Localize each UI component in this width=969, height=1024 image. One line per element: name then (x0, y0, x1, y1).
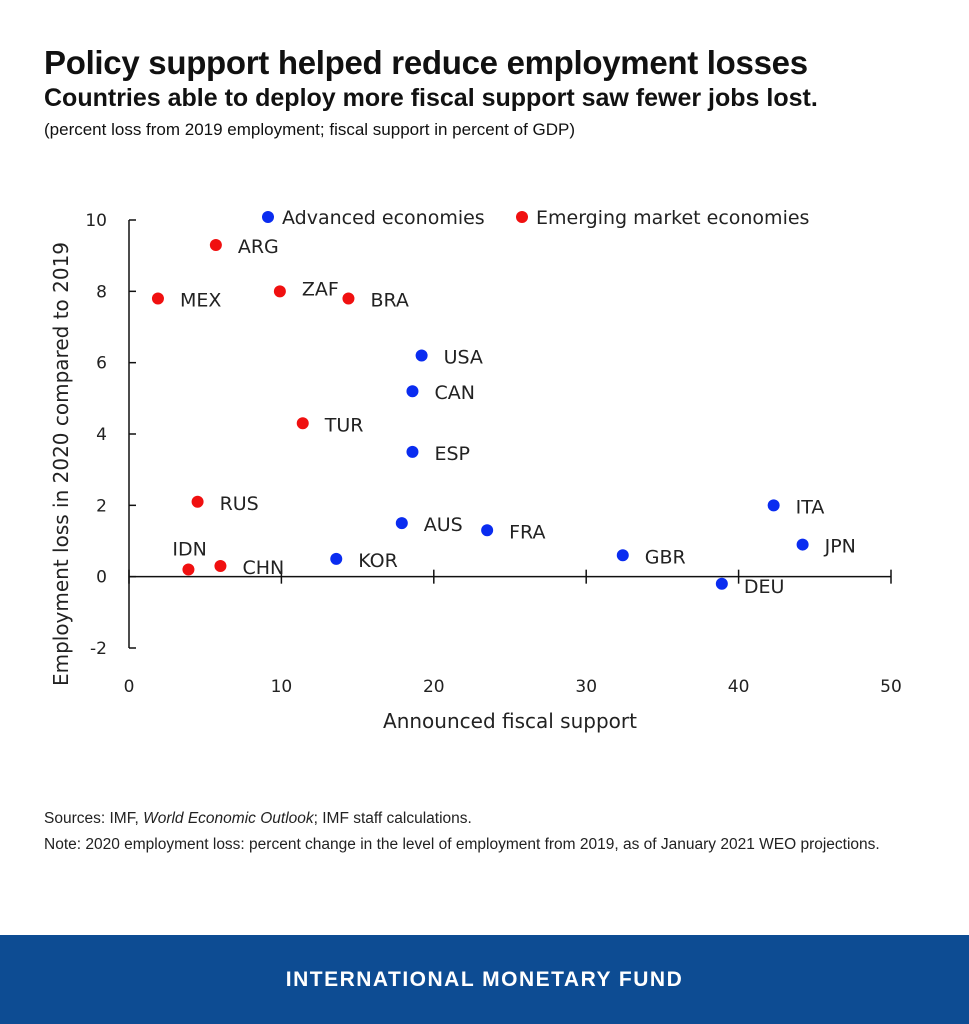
data-label-esp: ESP (434, 443, 470, 465)
data-label-fra: FRA (509, 521, 545, 543)
sources-note: Sources: IMF, World Economic Outlook; IM… (44, 810, 472, 827)
imf-footer-banner: INTERNATIONAL MONETARY FUND (0, 935, 969, 1024)
methodology-note: Note: 2020 employment loss: percent chan… (44, 836, 880, 853)
units-note: (percent loss from 2019 employment; fisc… (44, 120, 576, 139)
y-tick-label: 0 (96, 568, 107, 588)
legend-marker (262, 211, 274, 223)
data-point-tur (296, 417, 309, 430)
data-label-rus: RUS (220, 493, 259, 515)
data-label-deu: DEU (744, 576, 785, 598)
data-label-tur: TUR (324, 414, 364, 436)
data-point-kor (330, 552, 343, 565)
data-label-ita: ITA (796, 496, 825, 518)
data-label-aus: AUS (424, 514, 463, 536)
x-tick-label: 20 (423, 677, 445, 697)
x-tick-label: 10 (271, 677, 293, 697)
data-point-aus (395, 517, 408, 530)
data-label-zaf: ZAF (302, 278, 339, 300)
data-label-arg: ARG (238, 236, 279, 258)
data-label-jpn: JPN (824, 536, 856, 558)
y-tick-label: -2 (90, 639, 107, 659)
x-tick-label: 0 (124, 677, 135, 697)
footnotes: Sources: IMF, World Economic Outlook; IM… (44, 806, 924, 858)
y-tick-label: 10 (85, 211, 107, 231)
data-label-chn: CHN (242, 557, 284, 579)
data-point-jpn (796, 538, 809, 551)
chart-subtitle: Countries able to deploy more fiscal sup… (44, 84, 818, 112)
data-point-arg (209, 238, 222, 251)
x-axis-label: Announced fiscal support (383, 709, 637, 733)
chart-points: USA CAN ESP AUS FRA KOR GBR DEU ITA JPN ARG MEX ZAF B… (151, 236, 856, 598)
data-point-zaf (273, 285, 286, 298)
organization-name: INTERNATIONAL MONETARY FUND (285, 967, 684, 991)
data-point-gbr (616, 549, 629, 562)
data-label-gbr: GBR (645, 546, 686, 568)
y-tick-label: 4 (96, 425, 107, 445)
data-point-idn (182, 563, 195, 576)
x-tick-label: 40 (728, 677, 750, 697)
chart-title: Policy support helped reduce employment … (44, 44, 808, 81)
legend-label: Emerging market economies (536, 207, 809, 229)
x-tick-label: 30 (575, 677, 597, 697)
data-label-kor: KOR (358, 550, 398, 572)
data-label-can: CAN (434, 382, 474, 404)
chart-ticks: -2 0 2 4 6 8 10 0 10 20 30 40 50 (85, 211, 901, 697)
data-label-bra: BRA (370, 289, 408, 311)
data-point-ita (767, 499, 780, 512)
chart-legend: Advanced economies Emerging market econom… (262, 207, 809, 229)
data-label-idn: IDN (172, 539, 206, 561)
data-label-mex: MEX (180, 289, 221, 311)
legend-marker (516, 211, 528, 223)
data-point-usa (415, 349, 428, 362)
data-point-fra (481, 524, 494, 537)
data-point-mex (151, 292, 164, 305)
y-axis-label: Employment loss in 2020 compared to 2019 (49, 242, 73, 686)
x-tick-label: 50 (880, 677, 902, 697)
y-tick-label: 8 (96, 282, 107, 302)
data-point-esp (406, 445, 419, 458)
data-point-chn (214, 559, 227, 572)
data-point-rus (191, 495, 204, 508)
data-label-usa: USA (444, 347, 483, 369)
data-point-can (406, 385, 419, 398)
data-point-bra (342, 292, 355, 305)
y-tick-label: 6 (96, 354, 107, 374)
legend-label: Advanced economies (282, 207, 485, 229)
y-tick-label: 2 (96, 496, 107, 516)
data-point-deu (715, 577, 728, 590)
scatter-chart: -2 0 2 4 6 8 10 0 10 20 30 40 50 Advanced economies E… (49, 207, 902, 733)
